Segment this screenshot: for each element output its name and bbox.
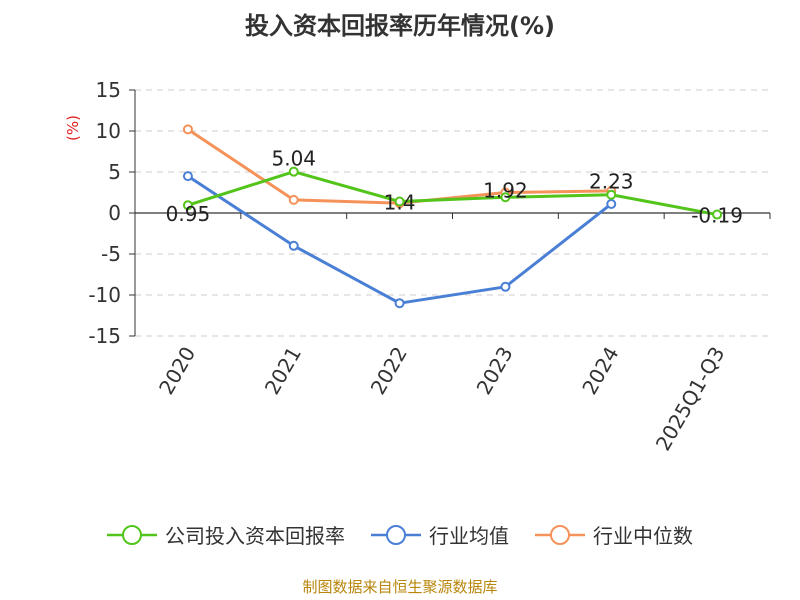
legend-label: 公司投入资本回报率 (165, 524, 345, 548)
y-tick-label: 15 (96, 78, 121, 102)
y-tick-label: -15 (88, 324, 121, 348)
data-label: -0.19 (691, 204, 743, 228)
y-tick-label: 0 (108, 201, 121, 225)
x-tick-label: 2020 (154, 343, 200, 399)
series-line (187, 170, 718, 217)
legend-circle (122, 524, 142, 545)
y-tick-label: -10 (88, 283, 121, 307)
legend-marker-icon (371, 524, 421, 545)
legend-label: 行业均值 (429, 524, 509, 548)
data-point (182, 124, 193, 135)
data-point (500, 192, 511, 203)
data-label: 5.04 (271, 147, 316, 171)
data-point (712, 209, 723, 220)
data-label: 2.23 (589, 170, 634, 194)
source-note: 制图数据来自恒生聚源数据库 (302, 578, 498, 596)
data-point (606, 198, 617, 209)
data-point (288, 194, 299, 205)
data-point (500, 281, 511, 292)
axis-layer: 15 10 5 0 -5 -10 -15 (%) 2020 2021 2022 2023 2024 202… (64, 78, 771, 455)
data-label: 1.4 (384, 191, 416, 215)
data-point (182, 200, 193, 211)
data-label: 1.92 (483, 178, 528, 202)
y-tick-label: 10 (96, 119, 121, 143)
x-tick-label: 2022 (366, 343, 412, 399)
x-tick-label: 2023 (472, 343, 518, 399)
y-tick-label: 5 (108, 160, 121, 184)
grid-layer (135, 89, 770, 337)
data-label: 0.95 (166, 202, 211, 226)
x-tick-label: 2025Q1-Q3 (651, 343, 730, 455)
label-layer: 0.95 5.04 1.4 1.92 2.23 -0.19 (166, 147, 743, 228)
legend-item[interactable]: 行业中位数 (535, 520, 693, 549)
data-point (288, 166, 299, 177)
data-point (182, 171, 193, 182)
legend-marker-icon (535, 524, 585, 545)
x-tick-label: 2024 (577, 343, 623, 399)
legend-item[interactable]: 公司投入资本回报率 (107, 520, 345, 549)
x-tick-label: 2021 (260, 343, 306, 399)
legend: 公司投入资本回报率 行业均值 行业中位数 (0, 520, 800, 549)
legend-label: 行业中位数 (593, 524, 693, 548)
data-point (288, 240, 299, 251)
series-layer (182, 124, 723, 309)
data-point (606, 189, 617, 200)
y-axis-unit: (%) (64, 115, 82, 141)
legend-marker-icon (107, 524, 157, 545)
y-tick-label: -5 (101, 242, 121, 266)
data-point (394, 196, 405, 207)
data-point (394, 298, 405, 309)
chart-title: 投入资本回报率历年情况(%) (245, 12, 555, 40)
legend-circle (550, 524, 570, 545)
legend-item[interactable]: 行业均值 (371, 520, 509, 549)
legend-circle (386, 524, 406, 545)
